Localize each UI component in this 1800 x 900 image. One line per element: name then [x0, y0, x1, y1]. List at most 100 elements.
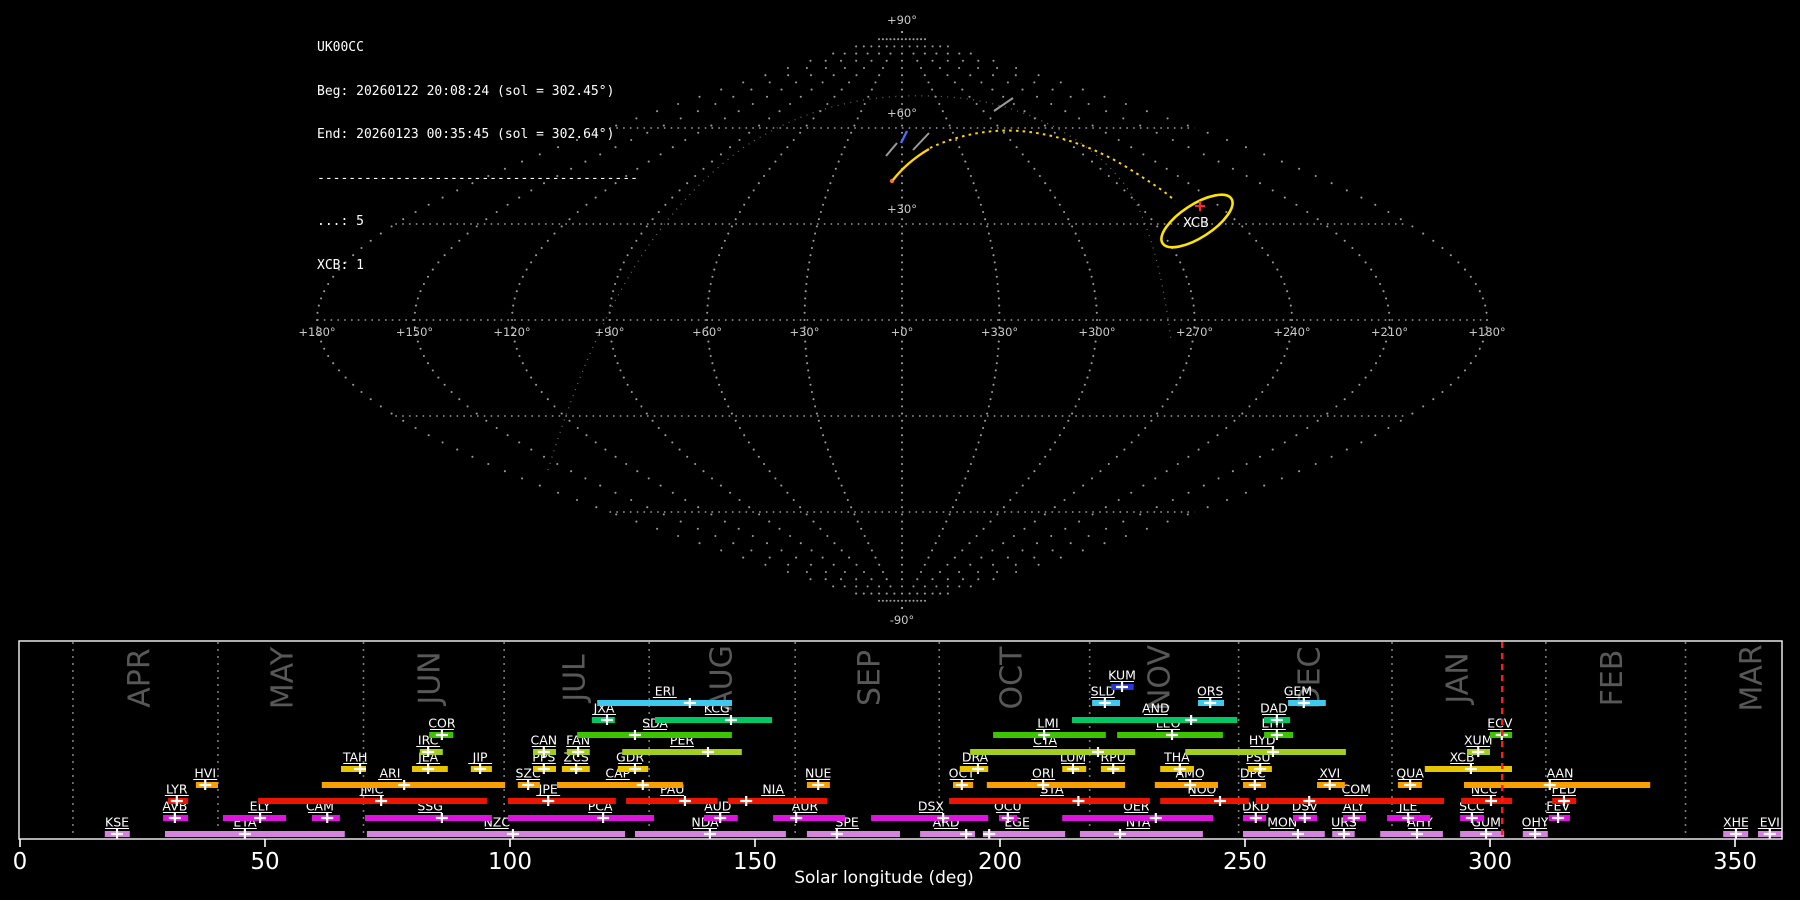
grid-dot: [542, 182, 546, 185]
grid-dot: [443, 254, 446, 257]
grid-dot: [997, 340, 1000, 343]
grid-dot: [1379, 282, 1382, 286]
grid-dot: [1156, 225, 1159, 228]
grid-dot: [671, 441, 674, 444]
grid-dot: [677, 102, 680, 106]
grid-dot: [610, 297, 613, 300]
grid-dot: [934, 542, 937, 545]
grid-dot: [819, 110, 822, 113]
shower-bar-ERI: [597, 700, 732, 706]
grid-dot: [1271, 189, 1274, 192]
grid-dot: [614, 491, 617, 494]
shower-bar-ORI: [986, 782, 1125, 788]
grid-dot: [826, 448, 829, 451]
grid-dot: [1288, 340, 1291, 343]
grid-dot: [969, 74, 972, 77]
lon-label: +0°: [891, 325, 914, 339]
grid-dot: [742, 81, 745, 84]
grid-dot: [1054, 441, 1057, 444]
grid-dot: [1015, 66, 1018, 70]
grid-dot: [1154, 477, 1157, 480]
shower-label-TAH: TAH: [342, 750, 368, 765]
grid-dot: [805, 354, 808, 358]
grid-dot: [819, 527, 822, 530]
grid-dot: [795, 556, 798, 559]
grid-dot: [332, 275, 335, 278]
grid-dot: [1261, 246, 1264, 250]
grid-dot: [969, 585, 972, 588]
grid-dot: [1382, 347, 1385, 350]
grid-dot: [997, 297, 1000, 300]
grid-dot: [1165, 167, 1168, 170]
grid-dot: [1364, 376, 1367, 379]
grid-dot: [867, 95, 870, 98]
grid-dot: [961, 578, 965, 581]
grid-dot: [379, 232, 382, 235]
grid-dot: [855, 563, 858, 566]
grid-dot: [1193, 326, 1196, 329]
grid-dot: [1150, 218, 1153, 221]
grid-dot: [1360, 196, 1363, 199]
grid-dot: [946, 578, 949, 581]
grid-dot: [900, 549, 904, 552]
grid-dot: [808, 376, 811, 379]
grid-dot: [723, 239, 726, 242]
grid-dot: [1083, 383, 1086, 386]
grid-dot: [646, 506, 649, 509]
grid-dot: [1191, 340, 1194, 343]
grid-dot: [855, 59, 858, 62]
grid-dot: [1432, 239, 1435, 242]
grid-dot: [1187, 146, 1190, 149]
grid-dot: [807, 268, 810, 271]
grid-dot: [900, 470, 904, 473]
grid-dot: [935, 585, 938, 588]
peak-marker-JPE: [542, 796, 555, 806]
shower-label-DAD: DAD: [1260, 701, 1288, 716]
grid-dot: [1364, 261, 1367, 264]
grid-dot: [379, 405, 382, 408]
grid-dot: [870, 88, 873, 91]
grid-dot: [975, 534, 978, 538]
grid-dot: [998, 318, 1001, 322]
grid-dot: [679, 117, 682, 120]
grid-dot: [1266, 254, 1269, 257]
grid-dot: [994, 369, 997, 372]
grid-dot: [992, 383, 995, 386]
grid-dot: [1286, 347, 1289, 350]
grid-dot: [792, 138, 795, 142]
grid-dot: [1086, 376, 1089, 379]
grid-dot: [822, 434, 825, 437]
grid-dot: [1006, 81, 1009, 84]
grid-dot: [1021, 549, 1024, 552]
grid-dot: [951, 131, 954, 134]
shower-ORS: ORS: [1197, 684, 1224, 708]
grid-dot: [977, 441, 980, 444]
grid-dot: [1295, 434, 1298, 437]
grid-dot: [518, 354, 521, 358]
grid-dot: [812, 520, 815, 523]
grid-dot: [958, 491, 961, 494]
peak-marker-JLE: [1402, 813, 1415, 823]
grid-dot: [900, 441, 904, 444]
grid-dot: [471, 182, 474, 185]
begin-time: Beg: 20260122 20:08:24 (sol = 302.45°): [317, 83, 615, 99]
grid-dot: [1295, 203, 1298, 206]
peak-marker-DKD: [1249, 813, 1262, 823]
grid-dot: [1314, 462, 1317, 466]
month-label-AUG: AUG: [705, 645, 740, 711]
grid-dot: [939, 592, 942, 595]
grid-dot: [625, 462, 628, 466]
grid-dot: [1027, 477, 1030, 480]
grid-dot: [768, 520, 771, 523]
grid-dot: [612, 347, 615, 350]
grid-dot: [1088, 369, 1091, 372]
grid-dot: [413, 311, 416, 314]
grid-dot: [996, 124, 999, 127]
grid-dot: [1175, 254, 1178, 257]
grid-dot: [881, 66, 885, 70]
grid-dot: [1244, 491, 1247, 494]
shower-label-ORI: ORI: [1032, 766, 1054, 781]
grid-dot: [636, 167, 639, 170]
grid-dot: [702, 167, 705, 170]
grid-dot: [1185, 362, 1188, 365]
